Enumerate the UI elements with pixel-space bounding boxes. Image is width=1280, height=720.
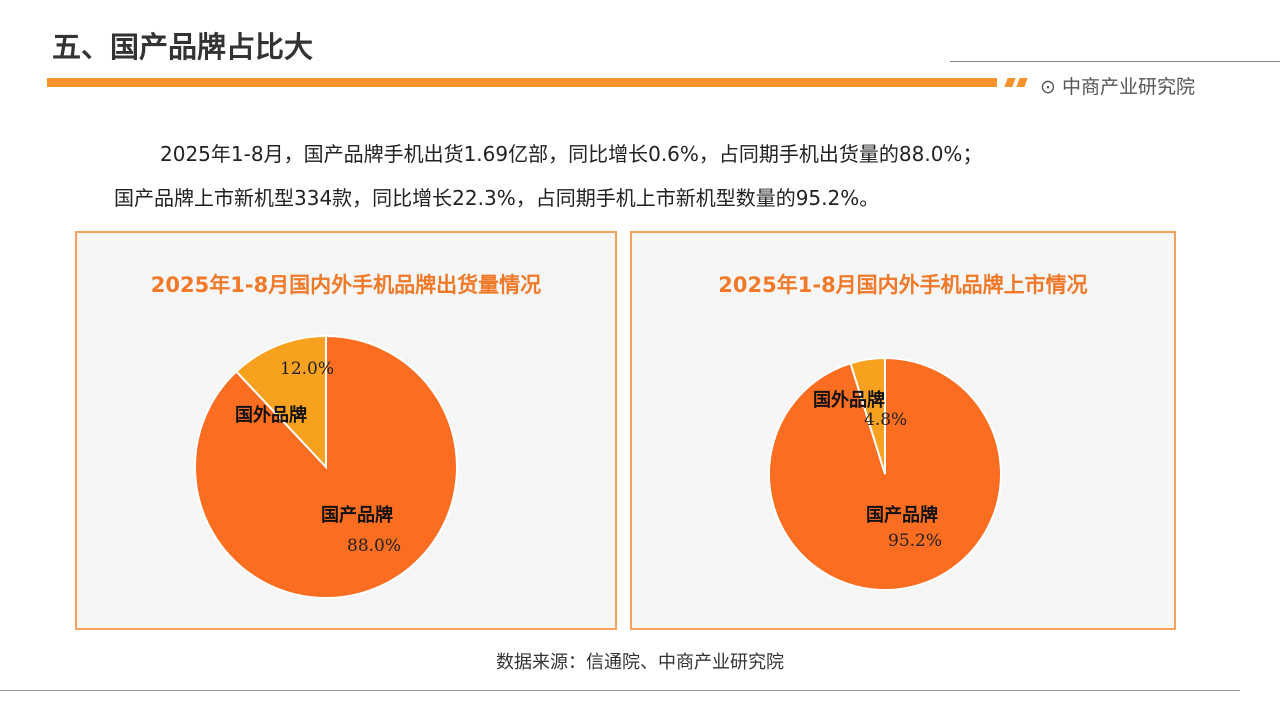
pie-slice-foreign: [234, 334, 327, 470]
label-foreign: 国外品牌: [813, 390, 885, 411]
decor-slash: [1004, 78, 1016, 87]
summary-line-2: 国产品牌上市新机型334款，同比增长22.3%，占同期手机上市新机型数量的95.…: [114, 186, 880, 210]
chart-title: 2025年1-8月国内外手机品牌上市情况: [718, 273, 1088, 297]
target-icon: ⊙: [1040, 76, 1056, 98]
source-note: 数据来源：信通院、中商产业研究院: [496, 652, 784, 673]
chart-panel-shipments: 2025年1-8月国内外手机品牌出货量情况 国外品牌 12.0% 国产品牌 88…: [75, 231, 617, 630]
label-domestic: 国产品牌: [866, 505, 938, 526]
page-title: 五、国产品牌占比大: [52, 30, 314, 64]
header-bar: [47, 78, 997, 87]
pie-chart: [194, 334, 458, 599]
chart-title: 2025年1-8月国内外手机品牌出货量情况: [150, 273, 542, 297]
pie-slice-foreign: [849, 356, 886, 475]
summary-line-1: 2025年1-8月，国产品牌手机出货1.69亿部，同比增长0.6%，占同期手机出…: [160, 142, 983, 166]
value-foreign: 12.0%: [280, 359, 335, 379]
footer-line: [0, 690, 1240, 691]
pie-chart: [768, 356, 1002, 591]
value-foreign: 4.8%: [864, 410, 908, 430]
value-domestic: 95.2%: [888, 531, 943, 551]
label-domestic: 国产品牌: [321, 505, 393, 526]
divider: [950, 61, 1280, 62]
chart-panel-launches: 2025年1-8月国内外手机品牌上市情况 国外品牌 4.8% 国产品牌 95.2…: [630, 231, 1176, 630]
value-domestic: 88.0%: [347, 536, 402, 556]
brand: ⊙ 中商产业研究院: [1040, 72, 1195, 99]
decor-slash: [1016, 78, 1028, 87]
brand-name: 中商产业研究院: [1061, 76, 1195, 98]
label-foreign: 国外品牌: [235, 405, 307, 426]
